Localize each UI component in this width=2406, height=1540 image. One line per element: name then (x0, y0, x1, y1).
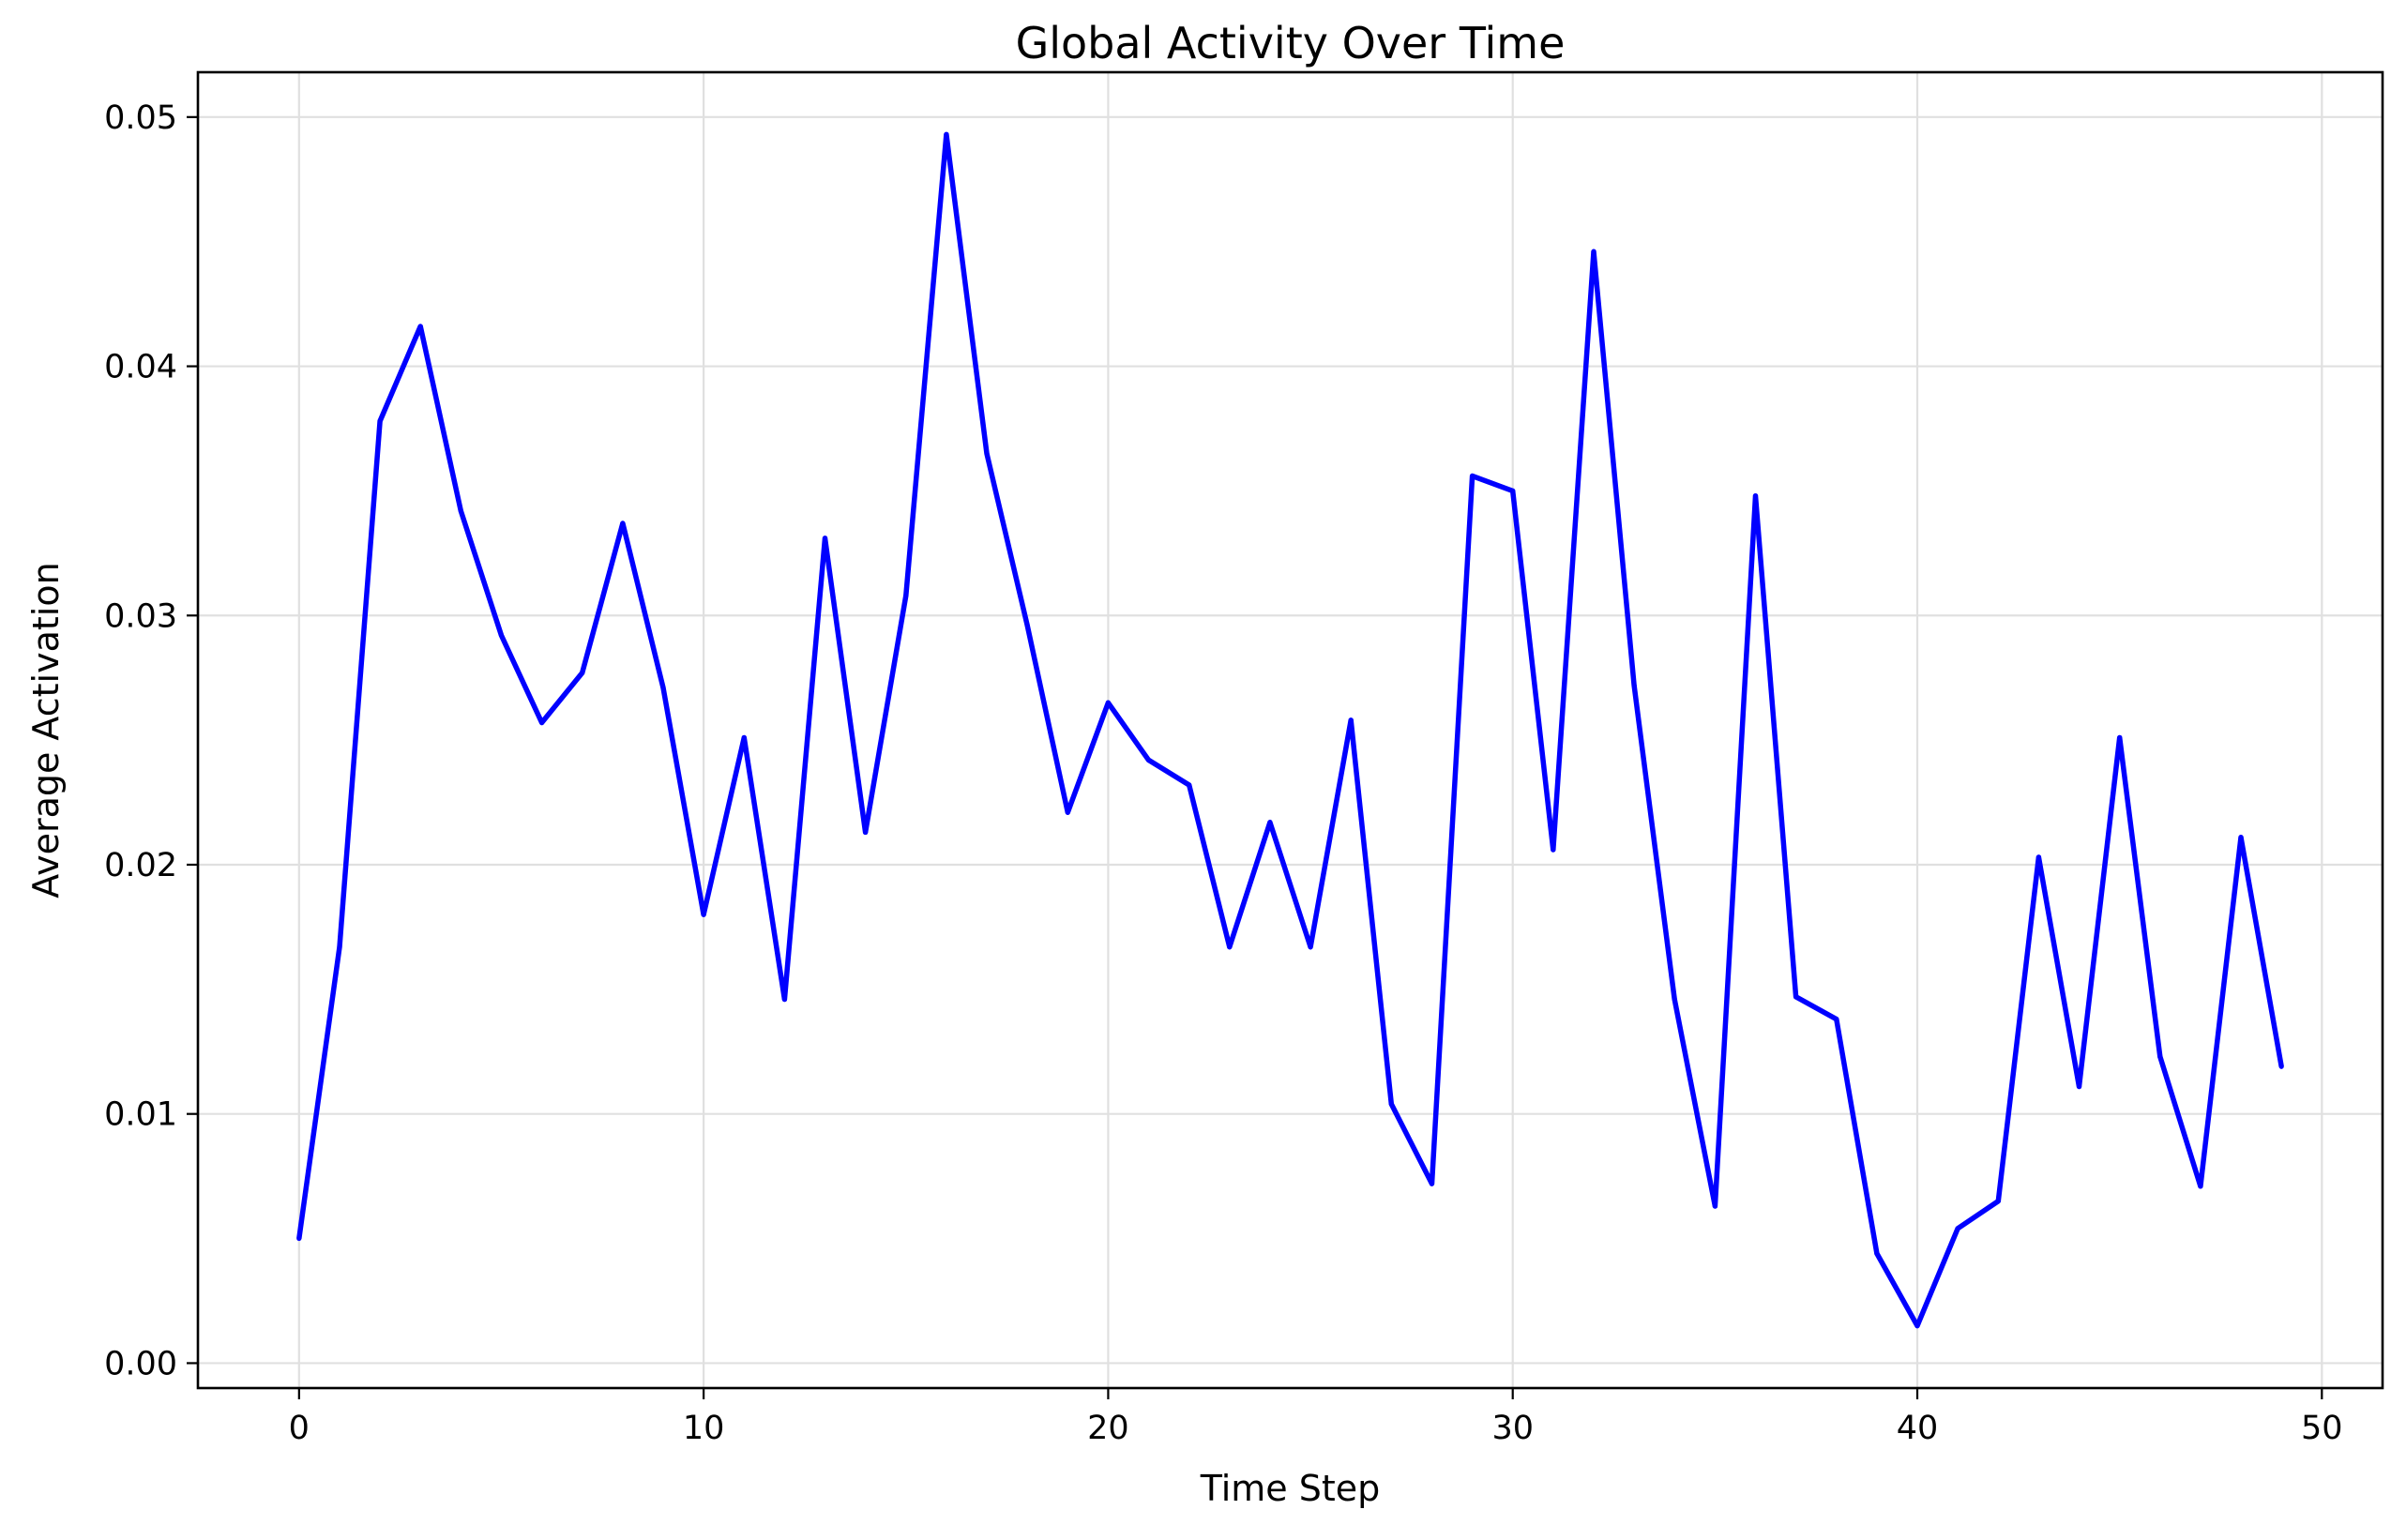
data-point (1429, 1181, 1435, 1186)
data-point (580, 670, 585, 675)
data-point (620, 521, 626, 526)
data-point (1551, 847, 1556, 853)
x-tick-label-4: 40 (1897, 1410, 1939, 1447)
data-point (1712, 1203, 1717, 1209)
data-point (944, 131, 949, 138)
data-point (2035, 854, 2041, 860)
data-point (660, 685, 666, 690)
data-point (2157, 1053, 2163, 1060)
grid (198, 72, 2383, 1388)
data-point (1227, 944, 1233, 950)
data-point (741, 734, 747, 741)
plot-frame (196, 70, 2384, 1390)
data-point (1510, 488, 1516, 494)
data-point (458, 508, 463, 514)
data-point (2238, 835, 2244, 840)
data-point (984, 450, 990, 457)
data-point (2198, 1184, 2203, 1189)
data-point (296, 1235, 302, 1242)
data-point (417, 324, 423, 329)
data-point (1793, 994, 1799, 1000)
y-tick-label-0: 0.00 (104, 1345, 177, 1382)
series-line-0 (296, 131, 2284, 1329)
data-point (1024, 623, 1030, 628)
data-point (1752, 493, 1759, 499)
x-tick-label-0: 0 (289, 1410, 310, 1447)
data-point (1105, 700, 1112, 705)
x-axis-label: Time Step (1200, 1468, 1381, 1509)
x-tick-label-5: 50 (2301, 1410, 2343, 1447)
data-point (822, 536, 828, 541)
data-point (377, 418, 383, 424)
x-tick-label-2: 20 (1087, 1410, 1129, 1447)
data-point (1469, 473, 1475, 479)
data-point (1348, 717, 1354, 723)
data-point (863, 829, 869, 836)
series-layer (296, 131, 2284, 1329)
y-tick-label-1: 0.01 (104, 1096, 177, 1134)
data-point (1672, 996, 1677, 1003)
data-point (2278, 1064, 2284, 1069)
data-point (1145, 757, 1152, 762)
data-point (1914, 1322, 1920, 1329)
x-tick-label-1: 10 (683, 1410, 725, 1447)
data-point (1955, 1226, 1960, 1231)
data-point (539, 719, 545, 726)
y-tick-label-5: 0.05 (104, 99, 177, 137)
data-point (903, 593, 909, 598)
y-tick-label-3: 0.03 (104, 597, 177, 635)
data-point (1308, 944, 1313, 950)
chart-title: Global Activity Over Time (1016, 18, 1566, 68)
data-point (2117, 734, 2123, 741)
y-axis-ticks: 0.00 0.01 0.02 0.03 0.04 0.05 (104, 99, 198, 1382)
data-point (1388, 1101, 1394, 1107)
data-point (1995, 1199, 2001, 1204)
data-point (1874, 1250, 1880, 1257)
data-point (1065, 809, 1070, 815)
data-point (498, 632, 505, 639)
x-tick-label-3: 30 (1491, 1410, 1534, 1447)
data-point (1187, 782, 1192, 788)
y-tick-label-2: 0.02 (104, 847, 177, 884)
data-point (1267, 820, 1273, 825)
data-point (1834, 1017, 1839, 1022)
data-point (701, 912, 706, 917)
y-axis-label: Average Activation (25, 562, 67, 898)
data-point (337, 944, 342, 950)
data-point (1631, 683, 1637, 688)
data-point (1591, 249, 1596, 254)
y-tick-label-4: 0.04 (104, 349, 177, 386)
data-point (781, 996, 787, 1003)
x-axis-ticks: 0 10 20 30 40 50 (289, 1388, 2343, 1447)
data-point (2076, 1083, 2082, 1090)
